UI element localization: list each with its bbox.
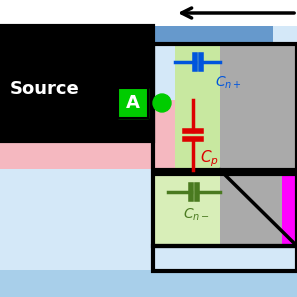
Bar [153, 100, 273, 145]
Bar [153, 246, 297, 271]
Bar [0, 270, 297, 297]
Bar [0, 141, 297, 169]
Bar [153, 174, 273, 246]
Bar [0, 26, 153, 141]
Bar [118, 88, 148, 118]
Bar [153, 44, 297, 170]
Bar [153, 26, 273, 44]
Bar [0, 26, 153, 141]
Bar [175, 44, 220, 174]
Bar [0, 26, 297, 271]
Bar [118, 88, 148, 118]
Circle shape [153, 94, 171, 112]
Text: Source: Source [10, 80, 80, 98]
Bar [282, 174, 297, 246]
Bar [220, 44, 297, 170]
Bar [153, 174, 297, 246]
Text: $C_p$: $C_p$ [200, 148, 219, 169]
Text: A: A [126, 94, 140, 112]
Bar [220, 174, 297, 246]
Text: $C_{n+}$: $C_{n+}$ [215, 75, 242, 91]
Bar [153, 0, 297, 26]
Text: $C_{n-}$: $C_{n-}$ [183, 207, 210, 223]
